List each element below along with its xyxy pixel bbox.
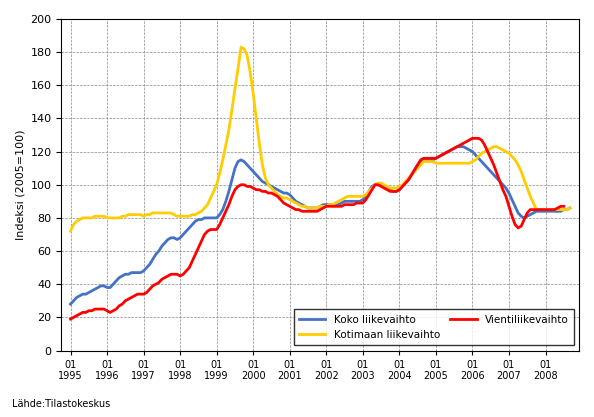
Koko liikevaihto bbox=[566, 206, 573, 211]
Vientiliikevaihto bbox=[204, 229, 211, 234]
Line: Kotimaan liikevaihto: Kotimaan liikevaihto bbox=[71, 47, 570, 231]
Kotimaan liikevaihto bbox=[408, 172, 415, 177]
Koko liikevaihto bbox=[116, 275, 123, 280]
Vientiliikevaihto bbox=[469, 136, 476, 141]
Line: Koko liikevaihto: Koko liikevaihto bbox=[71, 147, 570, 304]
Vientiliikevaihto bbox=[67, 317, 74, 322]
Kotimaan liikevaihto bbox=[252, 116, 260, 121]
Kotimaan liikevaihto bbox=[238, 45, 245, 50]
Vientiliikevaihto bbox=[527, 207, 534, 212]
Vientiliikevaihto bbox=[493, 171, 500, 176]
Text: Lähde:Tilastokeskus: Lähde:Tilastokeskus bbox=[12, 399, 110, 409]
Legend: Koko liikevaihto, Kotimaan liikevaihto, Vientiliikevaihto: Koko liikevaihto, Kotimaan liikevaihto, … bbox=[294, 309, 574, 345]
Kotimaan liikevaihto bbox=[566, 206, 573, 211]
Koko liikevaihto bbox=[457, 144, 464, 149]
Koko liikevaihto bbox=[125, 272, 132, 277]
Kotimaan liikevaihto bbox=[116, 216, 123, 221]
Koko liikevaihto bbox=[82, 291, 89, 296]
Koko liikevaihto bbox=[405, 177, 412, 182]
Vientiliikevaihto bbox=[557, 204, 564, 209]
Kotimaan liikevaihto bbox=[67, 229, 74, 234]
Kotimaan liikevaihto bbox=[125, 212, 132, 217]
Vientiliikevaihto bbox=[454, 144, 461, 149]
Y-axis label: Indeksi (2005=100): Indeksi (2005=100) bbox=[15, 130, 25, 240]
Koko liikevaihto bbox=[67, 301, 74, 306]
Kotimaan liikevaihto bbox=[82, 216, 89, 221]
Vientiliikevaihto bbox=[560, 204, 567, 209]
Koko liikevaihto bbox=[454, 144, 461, 149]
Kotimaan liikevaihto bbox=[457, 161, 464, 166]
Koko liikevaihto bbox=[249, 169, 257, 174]
Line: Vientiliikevaihto: Vientiliikevaihto bbox=[71, 138, 564, 319]
Vientiliikevaihto bbox=[426, 156, 434, 161]
